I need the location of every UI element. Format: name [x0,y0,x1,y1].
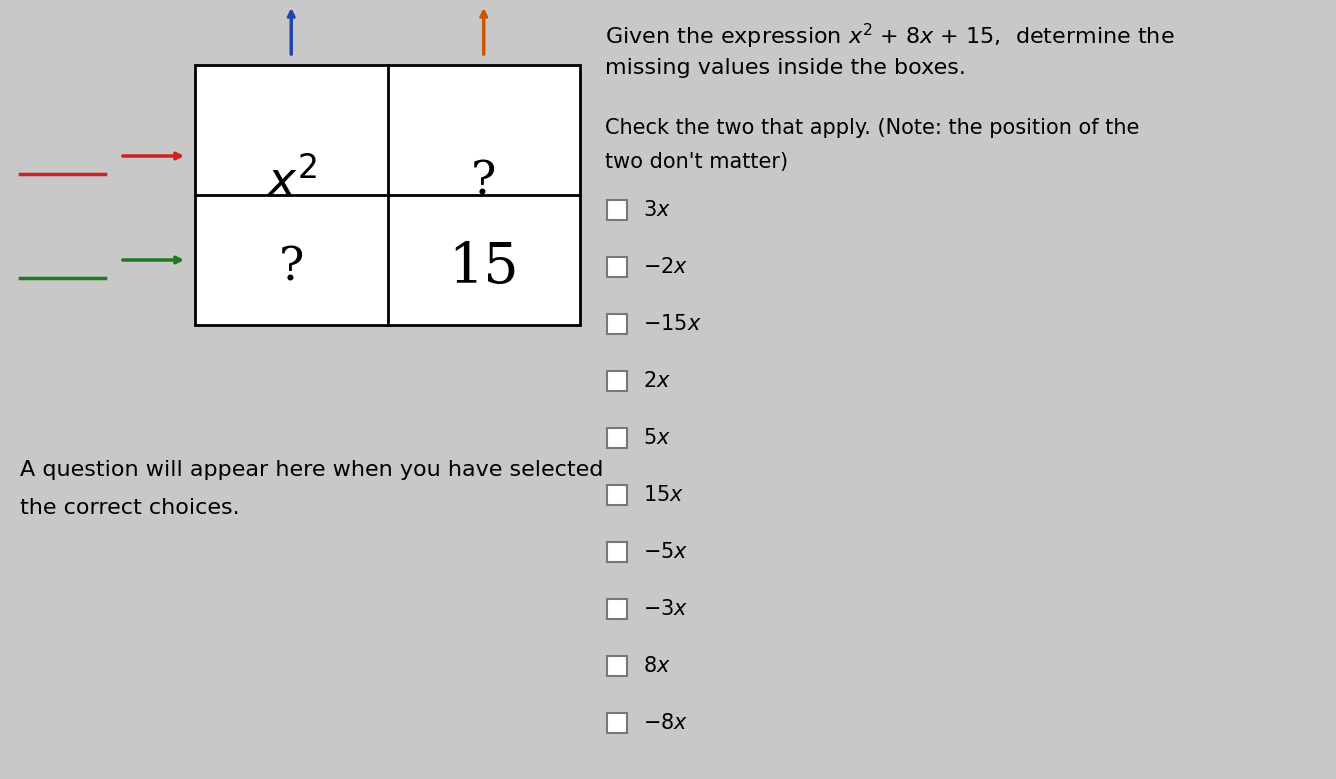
Text: Given the expression $x^2$ + 8$x$ + 15,  determine the: Given the expression $x^2$ + 8$x$ + 15, … [605,22,1174,51]
Text: $x^2$: $x^2$ [266,158,317,206]
Bar [607,485,627,505]
Text: 15: 15 [449,241,520,295]
Bar [607,257,627,277]
Text: Check the two that apply. (Note: the position of the: Check the two that apply. (Note: the pos… [605,118,1140,138]
Text: $3x$: $3x$ [643,200,671,220]
Text: $5x$: $5x$ [643,428,671,448]
Text: $8x$: $8x$ [643,656,671,676]
Text: $-15x$: $-15x$ [643,314,701,334]
Text: $2x$: $2x$ [643,371,671,391]
Bar [607,314,627,334]
Bar [607,599,627,619]
Text: $-8x$: $-8x$ [643,713,688,733]
Bar [195,65,580,325]
Text: two don't matter): two don't matter) [605,152,788,172]
Text: the correct choices.: the correct choices. [20,498,239,518]
Text: ?: ? [279,245,303,291]
Text: $-3x$: $-3x$ [643,599,688,619]
Text: $15x$: $15x$ [643,485,684,505]
Bar [607,428,627,448]
Text: $-5x$: $-5x$ [643,542,688,562]
Text: $-2x$: $-2x$ [643,257,688,277]
Text: missing values inside the boxes.: missing values inside the boxes. [605,58,966,78]
Text: A question will appear here when you have selected: A question will appear here when you hav… [20,460,604,480]
Bar [607,200,627,220]
Bar [607,371,627,391]
Bar [607,713,627,733]
Text: ?: ? [472,160,497,205]
Bar [607,542,627,562]
Bar [607,656,627,676]
